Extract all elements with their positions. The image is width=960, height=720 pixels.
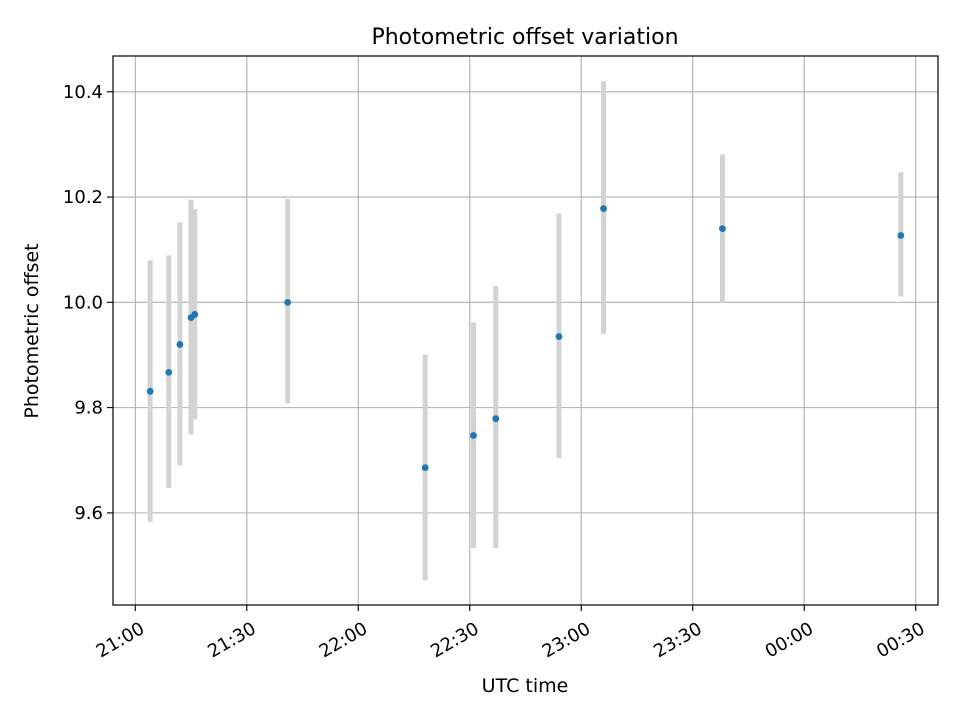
data-point — [555, 333, 563, 340]
data-point — [897, 232, 905, 239]
y-tick-label: 9.8 — [74, 398, 103, 419]
x-tick-label: 23:30 — [650, 618, 705, 662]
y-tick-label: 10.2 — [63, 187, 103, 208]
error-bars — [147, 81, 904, 581]
plot-frame — [112, 55, 939, 606]
x-tick-label: 21:30 — [204, 618, 259, 662]
x-tick-label: 22:30 — [427, 618, 482, 662]
x-tick-label: 22:00 — [316, 618, 371, 662]
grid-lines — [113, 56, 938, 605]
data-point — [284, 298, 292, 306]
data-point — [600, 205, 607, 213]
data-points — [146, 205, 905, 472]
y-tick-label: 10.4 — [63, 82, 103, 103]
y-tick-label: 10.0 — [63, 292, 103, 313]
x-axis-label: UTC time — [482, 675, 569, 697]
data-point — [470, 432, 477, 439]
x-tick-label: 21:00 — [93, 618, 148, 662]
data-point — [146, 387, 154, 395]
x-tick-label: 00:30 — [873, 618, 928, 662]
data-point — [719, 225, 726, 233]
y-tick-label: 9.6 — [74, 503, 103, 524]
data-point — [191, 311, 199, 318]
y-axis-label: Photometric offset — [21, 243, 43, 418]
data-point — [165, 368, 173, 376]
x-tick-label: 23:00 — [539, 618, 594, 662]
x-tick-label: 00:00 — [762, 618, 817, 662]
chart-title: Photometric offset variation — [371, 25, 678, 50]
x-axis-ticks: 21:00 21:30 22:00 22:30 23:00 23:30 00:00 00:30 — [93, 605, 929, 662]
data-point — [176, 341, 184, 348]
data-point — [492, 415, 500, 423]
data-point — [421, 464, 429, 472]
y-axis-ticks: 9.6 9.8 10.0 10.2 10.4 — [63, 82, 113, 524]
